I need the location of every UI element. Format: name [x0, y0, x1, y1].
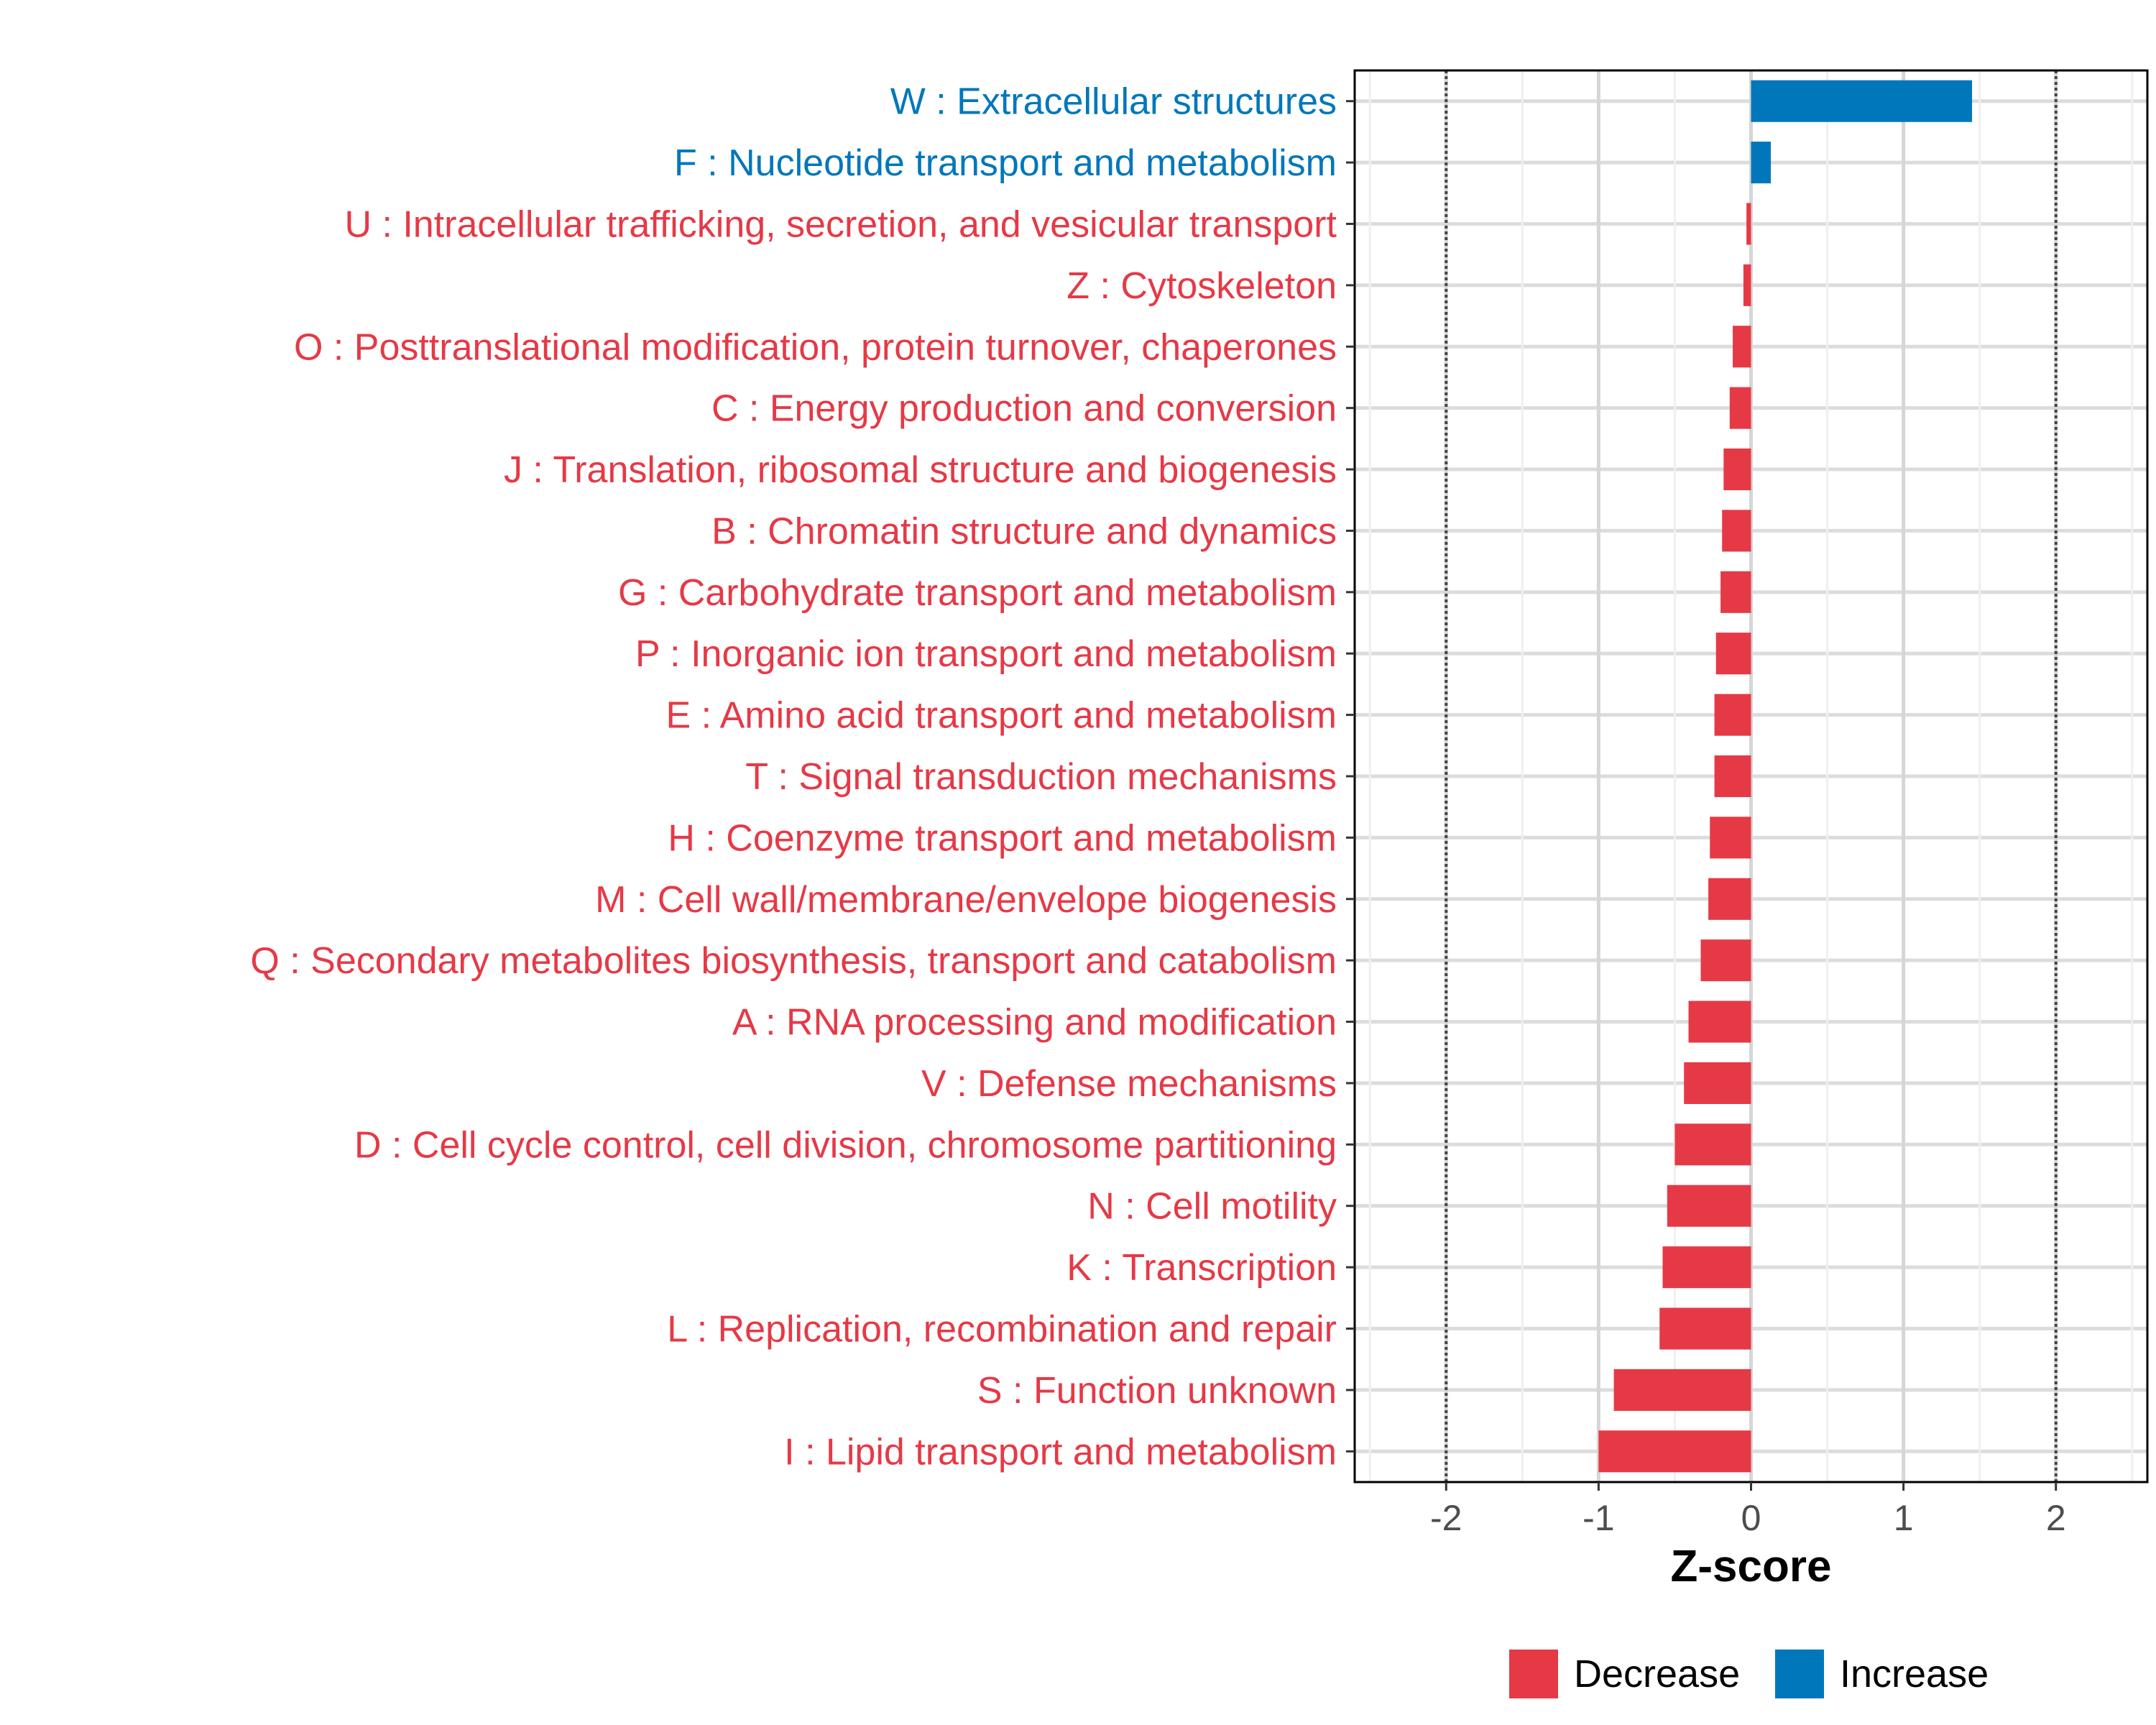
bar	[1710, 816, 1751, 859]
bar	[1720, 571, 1751, 613]
bar	[1722, 510, 1751, 552]
legend: Decrease Increase	[1509, 1650, 1989, 1698]
bar	[1714, 694, 1751, 736]
bar	[1751, 80, 1973, 122]
category-label: N : Cell motility	[1087, 1186, 1337, 1228]
category-label: D : Cell cycle control, cell division, c…	[354, 1124, 1337, 1166]
category-label: W : Extracellular structures	[890, 81, 1337, 123]
category-label: L : Replication, recombination and repai…	[667, 1309, 1337, 1351]
bar	[1723, 448, 1751, 491]
bar	[1743, 264, 1751, 306]
x-tick-label: 1	[1894, 1498, 1914, 1538]
x-tick-label: -1	[1583, 1498, 1614, 1538]
bar	[1662, 1246, 1751, 1289]
category-label: F : Nucleotide transport and metabolism	[674, 142, 1337, 184]
category-label: Z : Cytoskeleton	[1067, 265, 1337, 307]
category-label: P : Inorganic ion transport and metaboli…	[635, 633, 1337, 675]
bar	[1613, 1368, 1751, 1411]
legend-label-increase: Increase	[1840, 1652, 1989, 1696]
bar	[1714, 755, 1751, 798]
bar	[1700, 939, 1751, 982]
legend-label-decrease: Decrease	[1574, 1652, 1740, 1696]
legend-swatch-decrease	[1509, 1650, 1558, 1698]
category-label: K : Transcription	[1067, 1247, 1337, 1289]
bar	[1751, 142, 1772, 184]
category-label: Q : Secondary metabolites biosynthesis, …	[250, 940, 1337, 982]
bar	[1708, 878, 1751, 920]
category-label: V : Defense mechanisms	[921, 1063, 1337, 1105]
bar	[1729, 387, 1751, 429]
x-axis-title: Z-score	[1671, 1542, 1832, 1591]
category-label: M : Cell wall/membrane/envelope biogenes…	[595, 879, 1337, 921]
x-tick-label: 0	[1741, 1498, 1761, 1538]
category-label: E : Amino acid transport and metabolism	[665, 695, 1337, 737]
category-label: G : Carbohydrate transport and metabolis…	[618, 572, 1337, 614]
bar	[1667, 1184, 1751, 1227]
bar	[1746, 203, 1751, 245]
category-label: H : Coenzyme transport and metabolism	[668, 817, 1337, 859]
category-labels: W : Extracellular structures F : Nucleoti…	[250, 81, 1337, 1473]
x-tick-label: -2	[1430, 1498, 1462, 1538]
legend-swatch-increase	[1775, 1650, 1824, 1698]
bar	[1715, 632, 1751, 675]
category-label: B : Chromatin structure and dynamics	[711, 510, 1337, 552]
bar	[1674, 1123, 1751, 1166]
category-label: J : Translation, ribosomal structure and…	[504, 449, 1337, 491]
category-label: C : Energy production and conversion	[711, 388, 1337, 430]
bar	[1598, 1430, 1751, 1473]
category-label: I : Lipid transport and metabolism	[784, 1431, 1337, 1473]
category-label: A : RNA processing and modification	[732, 1002, 1337, 1044]
bar	[1733, 326, 1751, 368]
bar	[1659, 1307, 1751, 1350]
bar	[1688, 1000, 1751, 1043]
ticks-layer: -2 -1 0 1 2	[1346, 100, 2066, 1538]
category-label: T : Signal transduction mechanisms	[745, 756, 1337, 798]
x-tick-label: 2	[2046, 1498, 2066, 1538]
category-label: U : Intracellular trafficking, secretion…	[344, 203, 1337, 245]
category-label: O : Posttranslational modification, prot…	[294, 326, 1337, 368]
bar	[1684, 1062, 1751, 1104]
bars-layer	[1598, 80, 1973, 1473]
category-label: S : Function unknown	[977, 1370, 1337, 1412]
